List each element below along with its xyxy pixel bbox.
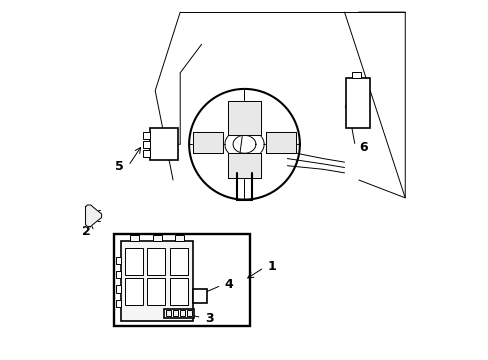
Bar	[175, 235, 184, 241]
Bar	[124, 278, 142, 305]
Bar	[142, 132, 149, 139]
Polygon shape	[265, 132, 296, 153]
Bar	[149, 128, 178, 160]
Bar	[147, 278, 165, 305]
Bar	[169, 248, 187, 275]
Bar	[142, 141, 149, 148]
Bar	[114, 234, 249, 327]
Polygon shape	[228, 153, 260, 178]
Bar	[130, 235, 139, 241]
Bar	[121, 241, 192, 321]
Bar	[180, 310, 185, 316]
Bar	[351, 72, 360, 78]
Bar	[173, 310, 178, 316]
Text: 5: 5	[115, 160, 124, 173]
Polygon shape	[85, 205, 102, 226]
Bar	[116, 271, 121, 278]
Text: 1: 1	[267, 260, 276, 273]
Bar	[142, 150, 149, 157]
Text: 3: 3	[205, 312, 213, 325]
Text: 6: 6	[358, 141, 366, 154]
Bar	[187, 310, 192, 316]
Bar	[116, 285, 121, 293]
Text: 2: 2	[81, 225, 90, 238]
Bar	[116, 300, 121, 307]
Bar	[165, 310, 171, 316]
Polygon shape	[192, 132, 223, 153]
Bar	[152, 235, 162, 241]
Bar	[124, 248, 142, 275]
Text: 4: 4	[224, 278, 233, 291]
Bar	[169, 278, 187, 305]
Bar	[346, 78, 369, 128]
Bar	[192, 289, 206, 303]
Polygon shape	[228, 102, 260, 135]
Bar	[147, 248, 165, 275]
Bar	[164, 309, 194, 318]
Bar	[116, 257, 121, 264]
